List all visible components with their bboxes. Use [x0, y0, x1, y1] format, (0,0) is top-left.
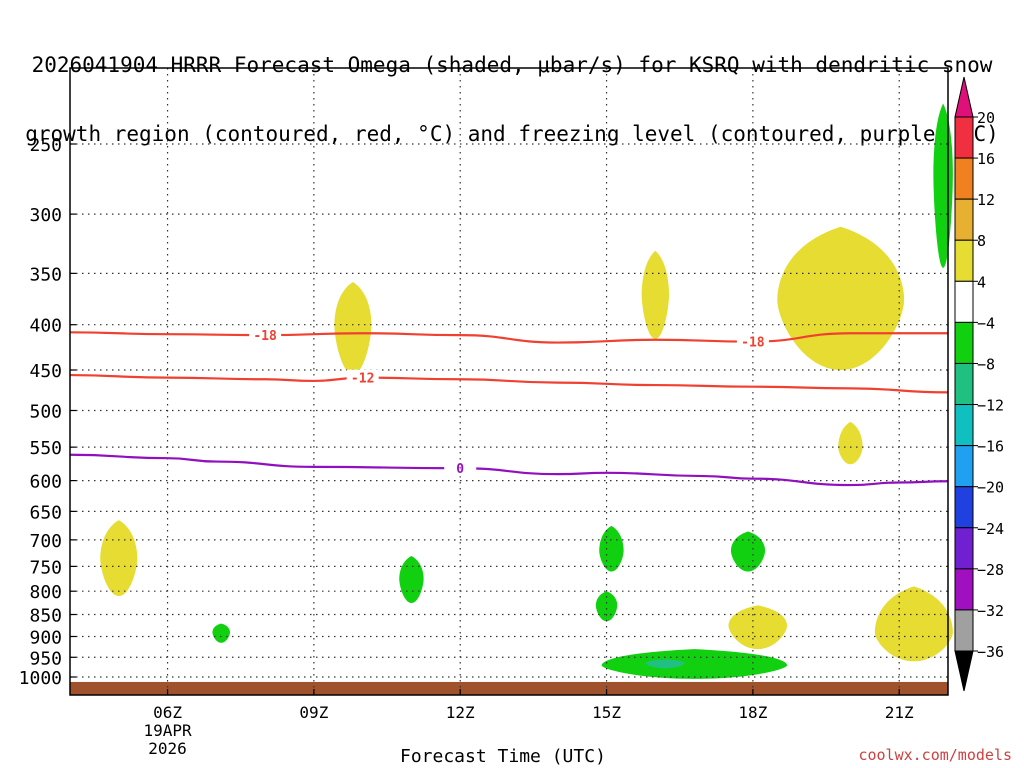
colorbar-top-cap — [954, 76, 974, 118]
y-tick-label-400: 400 — [29, 316, 62, 337]
omega-region-10 — [595, 591, 618, 622]
y-tick-label-450: 450 — [29, 361, 62, 382]
y-tick-label-350: 350 — [29, 264, 62, 285]
x-tick-label-18Z: 18Z — [738, 703, 767, 722]
colorbar-swatch-4 — [954, 280, 974, 323]
y-tick-label-550: 550 — [29, 438, 62, 459]
colorbar-swatch-0 — [954, 116, 974, 159]
y-tick-label-500: 500 — [29, 402, 62, 423]
omega-region-8 — [399, 556, 424, 604]
y-tick-label-900: 900 — [29, 627, 62, 648]
colorbar-swatch-8 — [954, 445, 974, 488]
x-tick-label-09Z: 09Z — [299, 703, 328, 722]
x-date-label-0: 19APR — [143, 721, 192, 740]
y-tick-label-1000: 1000 — [19, 668, 62, 689]
y-tick-label-850: 850 — [29, 606, 62, 627]
omega-region-13 — [645, 659, 685, 669]
title-line-2: growth region (contoured, red, °C) and f… — [25, 122, 999, 146]
colorbar-label-7: −12 — [977, 397, 1004, 415]
omega-region-14 — [933, 103, 953, 268]
contour-label-bg — [736, 333, 769, 350]
omega-region-3 — [777, 226, 905, 370]
colorbar-swatch-1 — [954, 157, 974, 200]
ground-band — [70, 681, 948, 695]
contour-line-minus12 — [69, 373, 949, 394]
contour-label-minus12-0: -12 — [351, 372, 374, 387]
colorbar-swatch-9 — [954, 486, 974, 529]
omega-region-2 — [641, 250, 669, 339]
x-tick-label-12Z: 12Z — [446, 703, 475, 722]
omega-region-5 — [728, 605, 788, 650]
omega-region-1 — [334, 282, 372, 375]
y-tick-label-700: 700 — [29, 531, 62, 552]
x-axis-label: Forecast Time (UTC) — [400, 746, 606, 767]
x-date-label-1: 2026 — [148, 739, 187, 758]
plot-frame — [69, 67, 949, 696]
colorbar-label-8: −16 — [977, 438, 1004, 456]
colorbar-swatch-2 — [954, 198, 974, 241]
omega-region-6 — [874, 586, 953, 662]
colorbar-swatch-7 — [954, 404, 974, 447]
y-tick-label-800: 800 — [29, 582, 62, 603]
omega-region-0 — [100, 520, 138, 596]
colorbar-label-11: −28 — [977, 561, 1004, 579]
contour-label-minus18-0: -18 — [253, 329, 277, 344]
contour-line-minus18 — [69, 331, 948, 344]
colorbar-label-10: −24 — [977, 520, 1004, 538]
colorbar-label-5: −4 — [977, 314, 995, 332]
colorbar-label-4: 4 — [977, 273, 986, 291]
colorbar-label-13: −36 — [977, 643, 1004, 661]
chart-title: 2026041904 HRRR Forecast Omega (shaded, … — [0, 8, 1024, 169]
omega-region-4 — [838, 421, 863, 465]
y-tick-label-950: 950 — [29, 648, 62, 669]
contour-line-0 — [69, 453, 949, 487]
colorbar-label-6: −8 — [977, 355, 995, 373]
contour-label-bg — [444, 460, 477, 477]
contour-label-bg — [249, 327, 282, 344]
colorbar-label-3: 8 — [977, 232, 986, 250]
contour-label-bg — [346, 369, 379, 386]
x-tick-label-15Z: 15Z — [592, 703, 621, 722]
colorbar-swatch-3 — [954, 239, 974, 282]
colorbar-swatch-11 — [954, 568, 974, 611]
omega-region-12 — [601, 649, 788, 679]
omega-region-11 — [730, 531, 766, 572]
colorbar-label-0: 20 — [977, 109, 995, 127]
colorbar-bottom-cap — [954, 650, 974, 692]
contour-label-minus18-1: -18 — [741, 336, 765, 351]
y-tick-label-650: 650 — [29, 502, 62, 523]
colorbar-swatch-12 — [954, 609, 974, 652]
colorbar-swatch-5 — [954, 321, 974, 364]
colorbar-label-2: 12 — [977, 191, 995, 209]
y-tick-label-300: 300 — [29, 205, 62, 226]
colorbar-swatch-6 — [954, 362, 974, 406]
colorbar-label-9: −20 — [977, 479, 1004, 497]
y-tick-label-600: 600 — [29, 472, 62, 493]
y-tick-label-750: 750 — [29, 557, 62, 578]
colorbar-label-1: 16 — [977, 150, 995, 168]
colorbar-swatch-10 — [954, 527, 974, 570]
credit-text: coolwx.com/models — [858, 746, 1012, 764]
colorbar-label-12: −32 — [977, 602, 1004, 620]
x-tick-label-21Z: 21Z — [885, 703, 914, 722]
contour-label-0-0: 0 — [456, 462, 464, 477]
y-tick-label-250: 250 — [29, 135, 62, 156]
omega-region-7 — [212, 623, 230, 643]
title-line-1: 2026041904 HRRR Forecast Omega (shaded, … — [31, 53, 993, 77]
x-tick-label-06Z: 06Z — [153, 703, 182, 722]
omega-region-9 — [599, 525, 624, 572]
